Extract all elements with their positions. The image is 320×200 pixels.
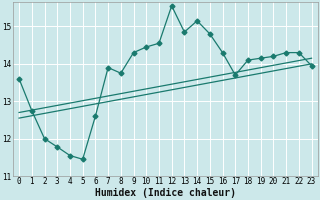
X-axis label: Humidex (Indice chaleur): Humidex (Indice chaleur) bbox=[95, 188, 236, 198]
